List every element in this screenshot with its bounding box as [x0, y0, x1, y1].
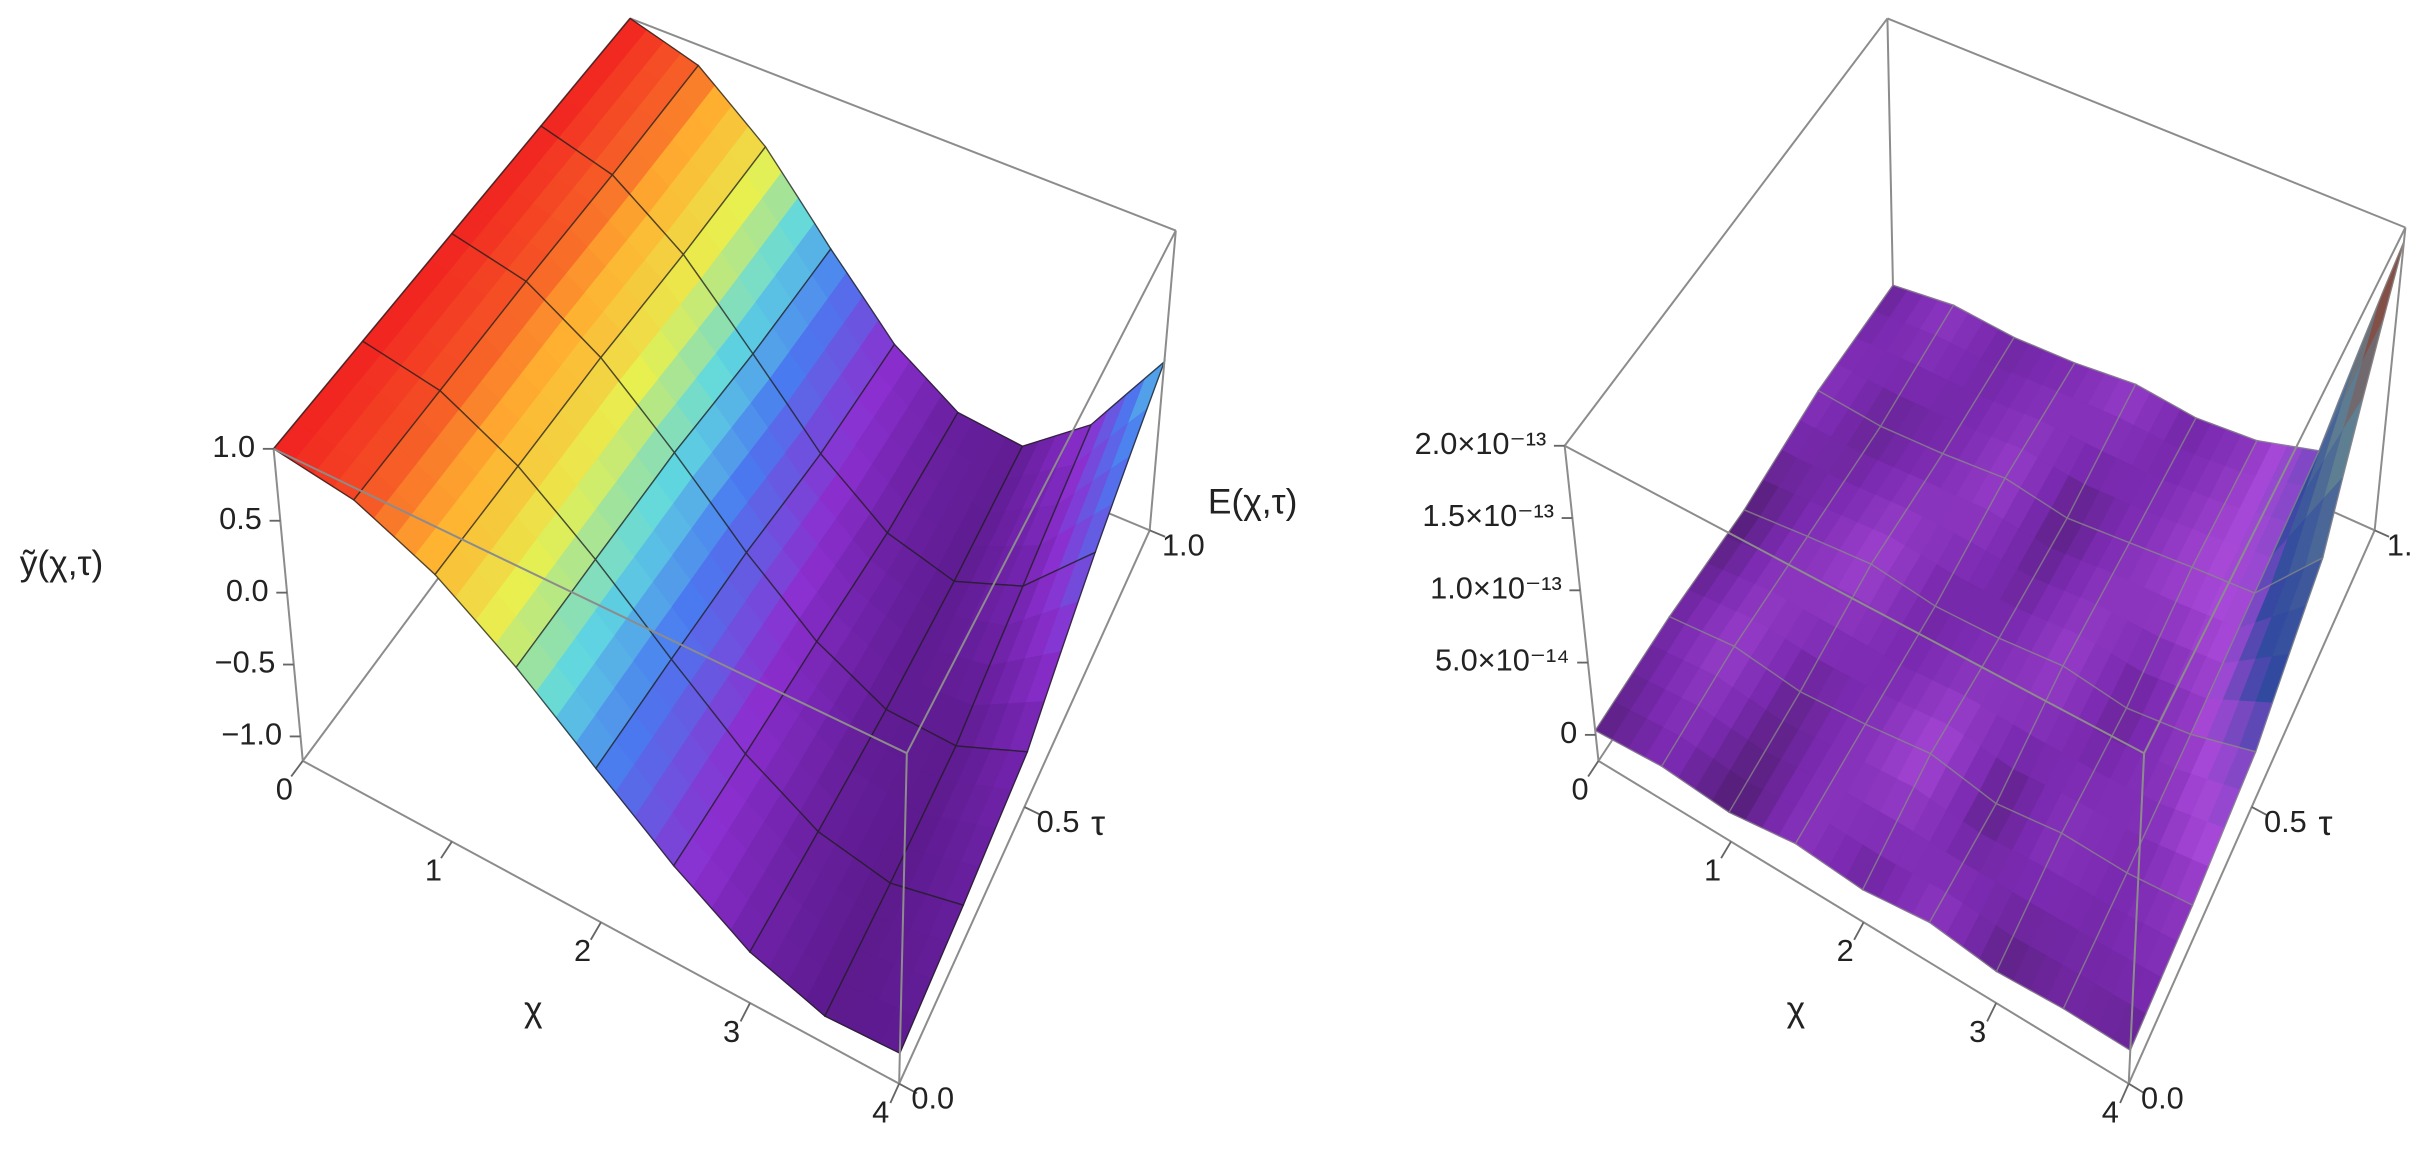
mesh-cell: [2062, 871, 2194, 1052]
x-tick-label: 4: [872, 1095, 889, 1130]
y-tick-label: 1.0: [2387, 527, 2410, 562]
x-tick: [739, 1002, 751, 1022]
x-tick-label: 1: [1704, 852, 1721, 887]
x-tick: [1853, 921, 1865, 941]
box-edge: [273, 447, 908, 755]
y-tick: [2251, 806, 2268, 816]
z-axis-label: E(χ,τ): [1208, 483, 1297, 522]
y-tick-label: 1.0: [1162, 527, 1205, 562]
surface-chart: 0 1 2 3 4 0.0 0.5 1.0 −1.0 −0.5 0.0 0.5 1.0 χ τ ỹ(χ,τ): [20, 17, 1205, 1130]
surface-chart: 0 1 2 3 4 0.0 0.5 1.0 0 5.0×10⁻¹⁴ 1.0×10⁻¹³ 1.5×10⁻…: [1208, 17, 2410, 1130]
box-edge: [898, 753, 908, 1084]
y-tick: [2128, 1082, 2146, 1095]
x-tick-label: 3: [1969, 1014, 1986, 1049]
x-axis-label: χ: [1787, 990, 1806, 1029]
box-edge: [2127, 753, 2146, 1084]
x-tick: [1720, 841, 1732, 859]
box-edge: [2373, 227, 2407, 531]
z-tick-label: 1.5×10⁻¹³: [1422, 498, 1554, 533]
x-tick: [1587, 760, 1600, 777]
box-edge: [1563, 445, 1600, 761]
y-tick: [2374, 529, 2390, 538]
x-tick-label: 4: [2102, 1095, 2119, 1130]
box-edge: [1887, 17, 2406, 229]
mesh-cell: [823, 882, 965, 1055]
box-edge: [1564, 444, 2145, 755]
x-tick-label: 3: [723, 1014, 740, 1049]
x-tick: [440, 841, 453, 859]
z-tick-label: 0.5: [219, 501, 262, 536]
box-edge: [905, 230, 1177, 754]
y-axis-label: τ: [2318, 804, 2332, 843]
z-tick-label: −0.5: [215, 645, 276, 680]
box-edge: [2127, 529, 2376, 1085]
z-tick-label: 1.0: [212, 429, 255, 464]
z-axis-label: ỹ(χ,τ): [20, 544, 104, 583]
box-edge: [2143, 227, 2407, 754]
box-edge: [1563, 17, 1889, 447]
x-tick-label: 0: [276, 772, 293, 807]
y-tick: [1149, 529, 1166, 538]
box-edge: [1886, 18, 1895, 316]
x-tick: [290, 760, 304, 778]
x-tick-label: 0: [1571, 772, 1588, 807]
y-tick-label: 0.0: [2141, 1081, 2184, 1116]
box-edge: [629, 17, 1177, 232]
z-tick-label: 0: [1560, 715, 1577, 750]
x-tick: [889, 1083, 900, 1104]
box-edge: [1148, 230, 1177, 531]
x-tick-label: 2: [574, 933, 591, 968]
y-axis-label: τ: [1091, 804, 1105, 843]
x-tick: [1986, 1002, 1997, 1022]
x-axis-label: χ: [524, 990, 543, 1029]
x-tick: [589, 921, 602, 941]
z-tick-label: 5.0×10⁻¹⁴: [1435, 643, 1570, 678]
y-tick: [898, 1082, 918, 1095]
box-edge: [272, 448, 304, 761]
z-tick-label: 2.0×10⁻¹³: [1415, 426, 1547, 461]
y-tick-label: 0.0: [911, 1081, 954, 1116]
x-tick-label: 1: [425, 852, 442, 887]
y-tick-label: 0.5: [2264, 804, 2307, 839]
z-tick-label: −1.0: [221, 717, 282, 752]
x-tick: [2119, 1083, 2130, 1104]
z-tick-label: 0.0: [226, 573, 269, 608]
z-tick-label: 1.0×10⁻¹³: [1430, 570, 1562, 605]
x-tick-label: 2: [1837, 933, 1854, 968]
y-tick-label: 0.5: [1037, 804, 1080, 839]
y-tick: [1024, 806, 1042, 816]
